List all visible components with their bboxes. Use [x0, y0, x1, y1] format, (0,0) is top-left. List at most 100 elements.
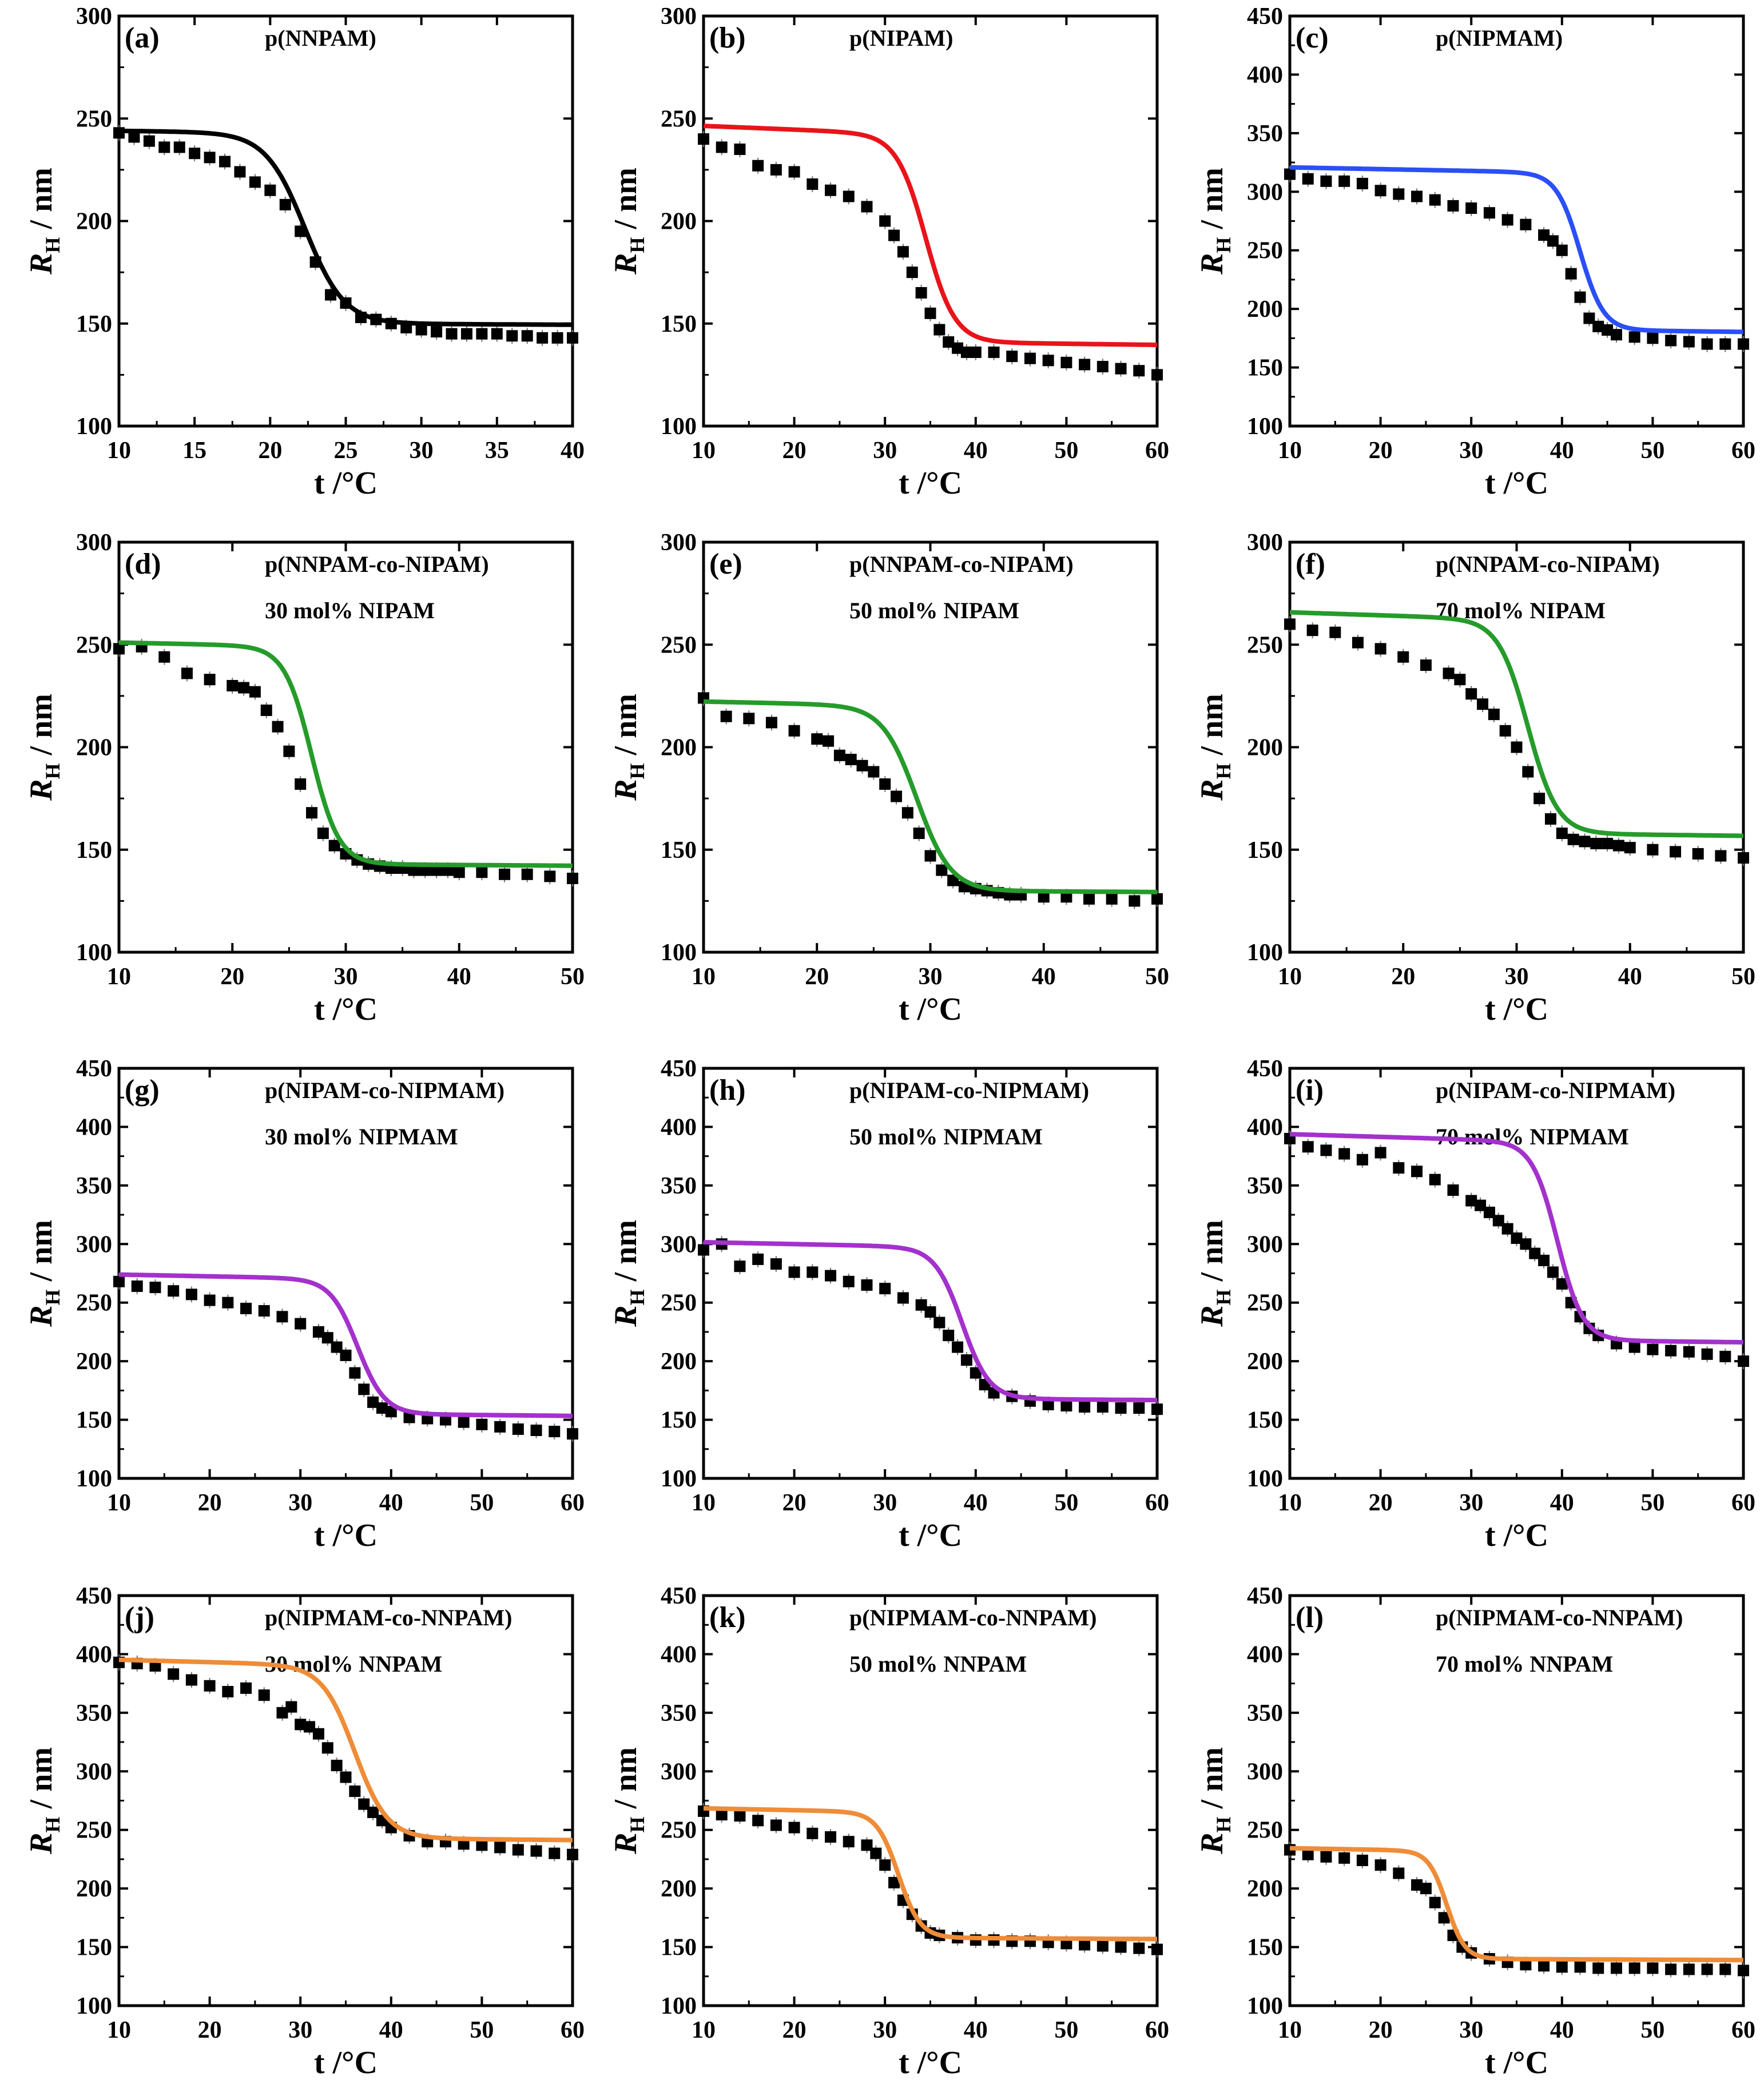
chart-j-data-point: [358, 1798, 370, 1810]
chart-b-fit-curve: [703, 124, 1158, 347]
chart-f-data-point: [1556, 828, 1568, 840]
chart-a-x-tick-label: 20: [258, 438, 282, 464]
chart-f-data-point: [1329, 626, 1341, 638]
chart-b-y-tick-label: 200: [661, 209, 697, 235]
chart-f-data-point: [1602, 837, 1614, 849]
chart-f-x-tick-label: 10: [1278, 964, 1302, 990]
chart-h-data-point: [734, 1260, 746, 1272]
chart-g-y-tick-label: 400: [76, 1114, 112, 1140]
chart-b-data-point: [1079, 359, 1091, 371]
chart-j-data-point: [168, 1668, 180, 1680]
chart-d-data-point: [181, 667, 193, 679]
chart-l-data-point: [1538, 1960, 1550, 1972]
chart-b-data-point: [933, 324, 945, 336]
chart-l-fit-curve: [1289, 1846, 1744, 1963]
chart-i-data-point: [1520, 1238, 1532, 1250]
chart-h-subtitle: 50 mol% NIPMAM: [849, 1124, 1043, 1150]
chart-b-data-point: [1060, 356, 1072, 368]
chart-h-data-point: [879, 1283, 891, 1295]
chart-d-data-point: [328, 840, 340, 852]
chart-c-data-point: [1447, 200, 1459, 212]
chart-l-x-tick-label: 10: [1278, 2017, 1302, 2043]
chart-j-data-point: [476, 1839, 488, 1851]
chart-f-data-point: [1477, 698, 1489, 710]
chart-i-title: p(NIPAM-co-NIPMAM): [1436, 1077, 1675, 1103]
chart-e-data-point: [879, 778, 891, 790]
chart-l-y-tick-label: 250: [1247, 1817, 1283, 1844]
y-axis-subscript: H: [626, 1816, 649, 1832]
chart-k-x-axis-title: t /°C: [899, 2045, 962, 2081]
chart-l-data-point: [1610, 1962, 1622, 1974]
chart-g-y-tick-label: 150: [76, 1407, 112, 1434]
chart-k-fit-curve: [703, 1805, 1158, 1942]
chart-k-x-tick-label: 60: [1145, 2017, 1169, 2043]
chart-e-data-point: [1129, 895, 1141, 907]
chart-c-data-point: [1719, 338, 1731, 350]
chart-h-data-point: [825, 1270, 837, 1282]
chart-b-data-point: [770, 164, 782, 176]
chart-j-x-tick-label: 30: [288, 2017, 312, 2043]
chart-e-data-point: [868, 766, 880, 778]
chart-e-data-point: [720, 710, 732, 722]
chart-l-data-point: [1302, 1848, 1314, 1860]
chart-f-x-tick-label: 50: [1731, 964, 1755, 990]
chart-h-x-tick-label: 60: [1145, 1490, 1169, 1516]
chart-f-y-tick-label: 300: [1247, 530, 1283, 556]
chart-g-data-point: [476, 1418, 488, 1430]
chart-l-data-point: [1683, 1963, 1695, 1975]
chart-c-data-point: [1320, 175, 1332, 187]
chart-a-data-point: [567, 332, 578, 344]
chart-i-y-tick-label: 250: [1247, 1290, 1283, 1317]
chart-a-fit-curve: [118, 128, 573, 327]
chart-a-title: p(NNPAM): [265, 25, 376, 51]
chart-b-data-point: [879, 215, 891, 227]
chart-d-data-point: [295, 778, 307, 790]
chart-d-y-tick-label: 300: [76, 530, 112, 556]
chart-f-panel-label: (f): [1296, 548, 1325, 580]
chart-h-x-tick-label: 50: [1054, 1490, 1078, 1516]
chart-e-data-point: [947, 874, 959, 886]
chart-a-data-point: [219, 156, 231, 168]
chart-g-x-tick-label: 50: [470, 1490, 494, 1516]
chart-e-x-tick-label: 10: [692, 964, 716, 990]
chart-h-y-tick-label: 150: [661, 1407, 697, 1434]
chart-g-data-point: [295, 1318, 307, 1330]
chart-d-y-tick-label: 100: [76, 940, 112, 966]
chart-i-data-point: [1556, 1278, 1568, 1290]
chart-e-data-point: [856, 759, 868, 771]
chart-g-data-point: [549, 1426, 561, 1438]
chart-h-data-point: [970, 1367, 982, 1379]
y-axis-subscript: H: [1212, 1289, 1235, 1305]
chart-a-data-point: [173, 141, 185, 153]
chart-e-data-point: [891, 790, 903, 802]
chart-h-y-tick-label: 200: [661, 1349, 697, 1375]
chart-b-data-point: [1096, 361, 1109, 373]
chart-j-y-tick-label: 100: [76, 1993, 112, 2019]
chart-a: 10 15 20 25 30 35 40 100 150 200 250 300 t /°C RH / n…: [23, 3, 585, 501]
chart-g-data-point: [276, 1311, 288, 1323]
chart-f-data-point: [1579, 836, 1591, 848]
chart-a-data-point: [446, 328, 458, 340]
chart-i-data-point: [1475, 1199, 1487, 1211]
chart-j-y-tick-label: 150: [76, 1935, 112, 1961]
chart-a-x-tick-label: 10: [107, 438, 131, 464]
chart-k-data-point: [734, 1810, 746, 1822]
chart-l-y-tick-label: 400: [1247, 1641, 1283, 1668]
chart-b-data-point: [1042, 355, 1054, 367]
chart-j-data-point: [367, 1806, 379, 1818]
chart-g-data-point: [439, 1414, 451, 1426]
chart-i-data-point: [1511, 1232, 1523, 1244]
chart-f-data-point: [1692, 848, 1704, 860]
chart-b-data-point: [716, 141, 728, 153]
chart-e-title: p(NNPAM-co-NIPAM): [849, 551, 1074, 577]
chart-f-y-axis-title: RH / nm: [1194, 694, 1235, 801]
chart-h-data-point: [861, 1279, 873, 1291]
chart-e-data-point: [833, 749, 845, 761]
chart-a-y-tick-label: 100: [76, 413, 112, 440]
chart-c-data-point: [1374, 185, 1386, 197]
chart-l-x-tick-label: 20: [1369, 2017, 1393, 2043]
chart-h: 10 20 30 40 50 60 100 150 200 250 300 350 400 450 t /°…: [608, 1056, 1169, 1553]
chart-b-panel-label: (b): [709, 22, 746, 54]
chart-j-data-point: [321, 1742, 333, 1754]
